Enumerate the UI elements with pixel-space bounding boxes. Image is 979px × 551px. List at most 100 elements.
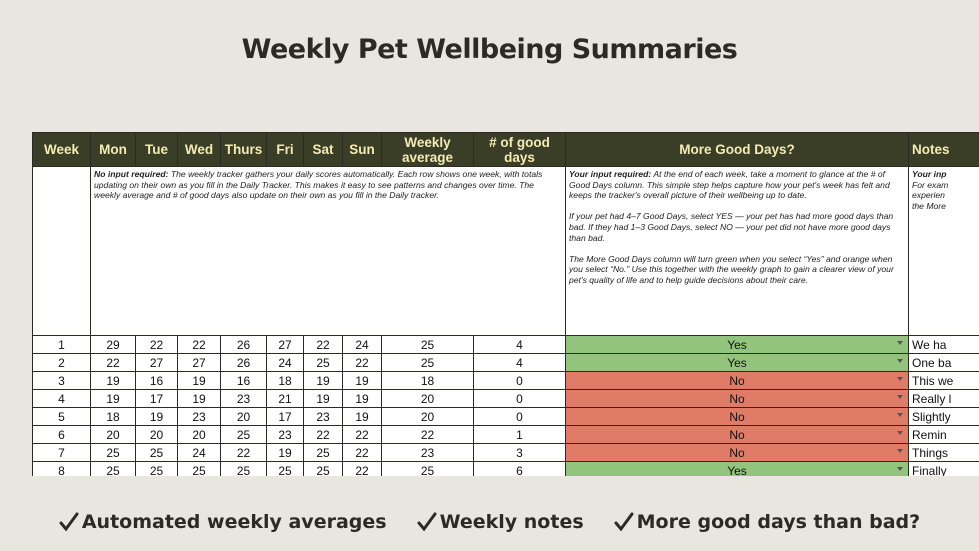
check-path xyxy=(614,512,634,532)
score-cell: 25 xyxy=(381,335,474,354)
score-cell: 23 xyxy=(303,407,343,426)
status-value: No xyxy=(729,391,745,406)
instruction-paragraph: The More Good Days column will turn gree… xyxy=(569,254,905,286)
status-cell: Yes xyxy=(565,461,909,477)
status-value: Yes xyxy=(727,463,747,477)
week-number: 2 xyxy=(32,353,91,372)
feature-list: Automated weekly averages Weekly notes Mor… xyxy=(0,511,979,533)
score-cell: 19 xyxy=(342,371,382,390)
status-cell: No xyxy=(565,371,909,390)
score-cell: 20 xyxy=(220,407,267,426)
score-cell: 27 xyxy=(177,353,221,372)
score-cell: 25 xyxy=(381,461,474,476)
instruction-text: For exam xyxy=(912,179,949,190)
week-number: 7 xyxy=(32,443,91,462)
score-cell: 25 xyxy=(135,461,178,476)
instruction-text: experien xyxy=(912,190,945,201)
column-header: Fri xyxy=(266,132,304,167)
instruction-paragraph: If your pet had 4–7 Good Days, select YE… xyxy=(569,211,905,243)
note-cell: Remin xyxy=(908,425,979,444)
score-cell: 17 xyxy=(266,407,304,426)
score-cell: 18 xyxy=(266,371,304,390)
score-cell: 22 xyxy=(342,425,382,444)
week-number: 3 xyxy=(32,371,91,390)
note-cell: This we xyxy=(908,371,979,390)
score-cell: 19 xyxy=(135,407,178,426)
status-cell: No xyxy=(565,425,909,444)
score-cell: 19 xyxy=(177,389,221,408)
score-cell: 22 xyxy=(342,461,382,476)
week-number: 1 xyxy=(32,335,91,354)
data-row: 2 22 27 27 26 24 25 22 25 4 Yes One ba xyxy=(32,353,979,372)
column-header: Sat xyxy=(303,132,343,167)
score-cell: 25 xyxy=(220,425,267,444)
dropdown-arrow xyxy=(897,413,903,417)
score-cell: 20 xyxy=(90,425,136,444)
week-number: 4 xyxy=(32,389,91,408)
note-cell: Really l xyxy=(908,389,979,408)
instruction-text: the More xyxy=(912,200,946,211)
instruction-text: At the end of each week, take a moment t… xyxy=(569,169,890,201)
instruction-cell: No input required: The weekly tracker ga… xyxy=(90,166,566,336)
score-cell: 19 xyxy=(90,371,136,390)
score-cell: 22 xyxy=(177,335,221,354)
score-cell: 19 xyxy=(177,371,221,390)
instruction-cell: Your input required: At the end of each … xyxy=(565,166,909,336)
score-cell: 25 xyxy=(266,461,304,476)
score-cell: 25 xyxy=(303,461,343,476)
dropdown-arrow xyxy=(897,359,903,363)
column-header: Notes xyxy=(908,132,979,167)
score-cell: 16 xyxy=(220,371,267,390)
score-cell: 16 xyxy=(135,371,178,390)
dropdown-arrow xyxy=(897,377,903,381)
status-value: Yes xyxy=(727,337,747,352)
note-cell: We ha xyxy=(908,335,979,354)
score-cell: 24 xyxy=(342,335,382,354)
instruction-lead: Your input required: xyxy=(569,169,652,179)
score-cell: 22 xyxy=(220,443,267,462)
score-cell: 18 xyxy=(90,407,136,426)
status-value: Yes xyxy=(727,355,747,370)
status-cell: Yes xyxy=(565,353,909,372)
score-cell: 23 xyxy=(177,407,221,426)
week-cell xyxy=(32,166,91,336)
instruction-paragraph: Your input required: At the end of each … xyxy=(569,169,905,201)
score-cell: 24 xyxy=(177,443,221,462)
score-cell: 22 xyxy=(342,443,382,462)
check-icon xyxy=(59,512,79,532)
status-value: No xyxy=(729,427,745,442)
dropdown-arrow xyxy=(897,467,903,471)
score-cell: 26 xyxy=(220,353,267,372)
status-value: No xyxy=(729,445,745,460)
feature: Automated weekly averages xyxy=(59,511,387,533)
score-cell: 20 xyxy=(135,425,178,444)
score-cell: 19 xyxy=(342,389,382,408)
score-cell: 0 xyxy=(473,407,566,426)
note-cell: One ba xyxy=(908,353,979,372)
score-cell: 25 xyxy=(303,353,343,372)
check-path xyxy=(59,512,79,532)
score-cell: 27 xyxy=(266,335,304,354)
feature: More good days than bad? xyxy=(614,511,920,533)
score-cell: 4 xyxy=(473,353,566,372)
score-cell: 22 xyxy=(135,335,178,354)
spreadsheet: Week Mon Tue Wed Thurs Fri Sat Sun Weekly averag… xyxy=(32,132,979,476)
column-header: Week xyxy=(32,132,91,167)
note-cell: Slightly xyxy=(908,407,979,426)
feature-text: Weekly notes xyxy=(439,511,584,533)
score-cell: 22 xyxy=(342,353,382,372)
data-row: 1 29 22 22 26 27 22 24 25 4 Yes We ha xyxy=(32,335,979,354)
week-number: 5 xyxy=(32,407,91,426)
instruction-cell: Your inp For exam experien the More xyxy=(908,166,979,336)
instruction-lead: No input required: xyxy=(94,169,169,179)
score-cell: 23 xyxy=(220,389,267,408)
week-number: 8 xyxy=(32,461,91,476)
status-cell: Yes xyxy=(565,335,909,354)
column-header: Sun xyxy=(342,132,382,167)
score-cell: 22 xyxy=(303,425,343,444)
score-cell: 19 xyxy=(303,389,343,408)
score-cell: 26 xyxy=(220,335,267,354)
instruction-row: No input required: The weekly tracker ga… xyxy=(32,166,979,336)
status-value: No xyxy=(729,409,745,424)
